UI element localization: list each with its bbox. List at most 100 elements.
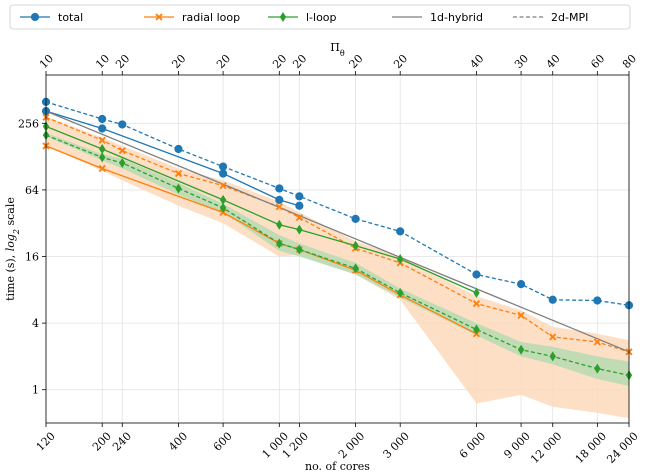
top-axis: Πθ 10 10 20 20 20 20 20 20 20 40 30 40 60 80 [37,41,639,75]
legend-label: 2d-MPI [551,11,588,24]
x-tick-label: 24 000 [604,430,640,466]
data-point-total_2d [118,120,127,129]
x-tick-label: 6 000 [457,430,488,461]
y-axis: time (s), log2 scale 1 4 16 64 256 [4,117,46,397]
y-tick-label: 4 [32,317,39,330]
top-tick-label: 20 [347,52,366,71]
y-axis-label-main: time (s), [4,251,17,301]
legend-label: 1d-hybrid [430,11,483,24]
top-tick-label: 20 [290,52,309,71]
data-point-radial_2d [517,311,525,319]
data-point-radial_1d [98,164,106,173]
y-tick-label: 16 [25,251,39,264]
data-point-lloop_2d [276,238,283,249]
top-tick-label: 10 [37,52,56,71]
data-point-lloop_1d [296,224,303,235]
legend-label: l-loop [306,11,337,24]
data-point-total_2d [174,144,183,154]
top-tick-label: 40 [467,52,486,71]
x-tick-label: 2 000 [336,430,367,461]
y-tick-label: 1 [32,384,39,397]
confidence-bands [46,116,629,419]
top-tick-label: 20 [169,52,188,71]
data-point-lloop_2d [594,363,601,374]
top-tick-label: 20 [391,52,410,71]
x-tick-label: 18 000 [573,430,609,466]
y-tick-label: 256 [18,117,39,130]
series-line-lloop_2d [45,134,630,376]
data-point-total_1d [98,124,107,133]
data-point-lloop_1d [352,240,359,251]
data-point-lloop_2d [517,344,525,355]
data-point-lloop_2d [473,324,480,335]
legend-marker-1 [155,13,163,21]
x-tick-label: 200 [90,430,114,454]
x-tick-label: 600 [211,430,235,454]
data-point-radial_2d [275,203,283,211]
data-point-radial_2d [593,338,601,346]
data-point-lloop_2d [396,287,404,298]
legend-marker-0 [30,12,40,22]
data-point-lloop_2d [219,202,227,213]
data-point-lloop_2d [119,158,126,169]
data-point-total_2d [593,296,602,305]
data-point-lloop_2d [352,263,359,274]
data-point-total_2d [516,280,526,289]
series-line-lloop_1d [45,125,477,294]
x-tick-label: 400 [166,430,190,454]
data-point-total_2d [295,192,304,201]
top-axis-label-main: Π [330,41,340,54]
top-tick-label: 60 [588,52,607,71]
x-tick-label: 12 000 [528,430,564,466]
top-axis-label-sub: θ [340,49,345,58]
top-tick-label: 20 [214,52,233,71]
series-line-radial_2d [45,116,630,353]
top-tick-label: 20 [270,52,289,71]
data-point-total_1d [218,169,228,178]
data-point-total_2d [275,184,284,193]
data-point-total_2d [548,295,557,304]
series-markers [41,97,634,381]
data-point-lloop_1d [276,219,283,230]
top-tick-label: 20 [113,52,132,71]
series-line-total_2d [45,101,630,306]
legend-label: total [58,11,83,24]
data-point-lloop_1d [396,253,404,264]
data-point-total_1d [275,195,284,204]
data-point-radial_2d [472,300,481,308]
top-tick-label: 80 [620,52,639,71]
data-point-radial_2d [549,333,557,341]
legend-marker-2 [279,12,287,22]
top-tick-label: 40 [544,52,563,71]
data-point-total_2d [218,162,228,171]
y-axis-label-sub: 2 [12,229,21,235]
data-point-radial_2d [295,213,303,222]
data-point-total_2d [351,214,360,224]
x-tick-label: 3 000 [381,430,412,461]
top-tick-label: 10 [93,52,112,71]
data-point-lloop_2d [296,244,303,255]
x-axis-label: no. of cores [305,460,370,473]
series-line-hybrid_model [45,110,630,353]
data-point-total_2d [472,270,481,279]
data-point-radial_2d [118,147,126,155]
y-axis-label-log: log [4,234,17,251]
legend: total radial loop l-loop 1d-hybrid 2d-MPI [9,4,631,30]
plot-frame [45,74,630,424]
data-point-radial_2d [98,136,106,144]
top-axis-label: Πθ [330,41,345,58]
data-point-total_2d [396,227,405,236]
x-tick-label: 120 [34,430,58,454]
data-point-radial_2d [174,169,183,178]
y-axis-label-tail: scale [4,197,17,229]
data-point-total_1d [295,201,304,210]
data-point-lloop_2d [175,183,182,194]
x-tick-label: 240 [110,430,134,454]
data-point-lloop_1d [99,144,106,155]
data-point-lloop_2d [99,152,106,163]
legend-label: radial loop [182,11,240,24]
top-tick-label: 30 [512,52,531,71]
data-point-lloop_1d [473,287,480,298]
